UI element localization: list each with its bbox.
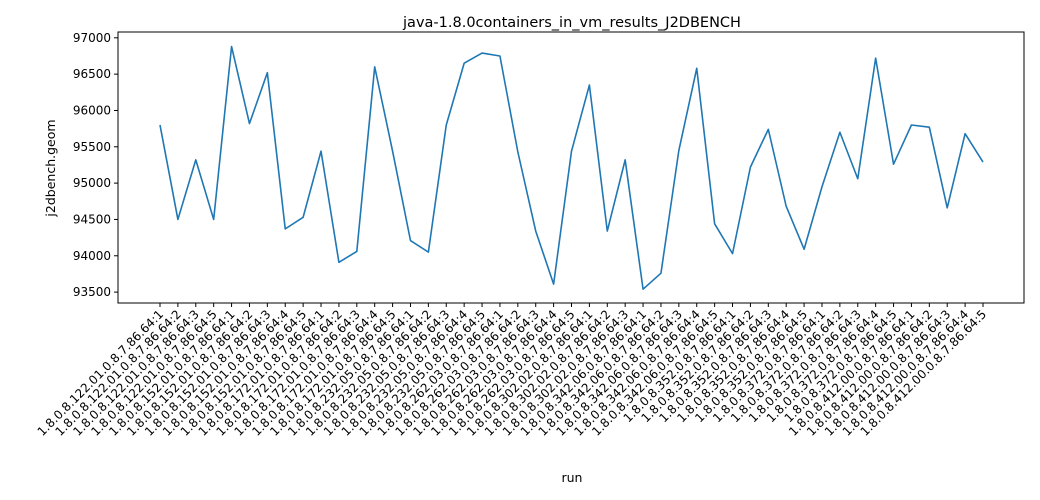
data-point xyxy=(678,149,680,151)
data-point xyxy=(749,166,751,168)
data-point xyxy=(964,133,966,135)
data-point xyxy=(302,216,304,218)
data-point xyxy=(785,205,787,207)
data-point xyxy=(499,55,501,57)
data-point xyxy=(731,252,733,254)
data-point xyxy=(266,71,268,73)
data-point xyxy=(928,126,930,128)
data-point xyxy=(874,57,876,59)
y-tick-label: 95500 xyxy=(73,140,111,154)
y-tick-label: 95000 xyxy=(73,176,111,190)
series-line xyxy=(159,45,984,291)
data-point xyxy=(767,128,769,130)
data-point xyxy=(660,272,662,274)
data-point xyxy=(857,178,859,180)
data-point xyxy=(552,283,554,285)
data-point xyxy=(839,131,841,133)
data-point xyxy=(195,159,197,161)
data-point xyxy=(517,151,519,153)
data-point xyxy=(642,288,644,290)
y-tick-label: 93500 xyxy=(73,285,111,299)
y-axis-label: j2dbench.geom xyxy=(43,119,58,217)
data-point xyxy=(427,251,429,253)
data-point xyxy=(373,66,375,68)
chart-title: java-1.8.0containers_in_vm_results_J2DBE… xyxy=(402,15,741,31)
data-point xyxy=(445,124,447,126)
data-point xyxy=(177,218,179,220)
y-tick-label: 96000 xyxy=(73,103,111,117)
x-axis-label: run xyxy=(562,470,583,485)
data-point xyxy=(606,230,608,232)
data-point xyxy=(159,124,161,126)
y-tick-label: 97000 xyxy=(73,31,111,45)
plot-frame xyxy=(117,31,1025,304)
data-point xyxy=(320,150,322,152)
data-point xyxy=(892,163,894,165)
data-point xyxy=(946,207,948,209)
data-point xyxy=(570,150,572,152)
data-point xyxy=(713,223,715,225)
y-tick-label: 96500 xyxy=(73,67,111,81)
data-point xyxy=(535,230,537,232)
y-tick-label: 94500 xyxy=(73,212,111,226)
data-point xyxy=(982,161,984,163)
data-point xyxy=(248,122,250,124)
data-point xyxy=(409,239,411,241)
y-tick-label: 94000 xyxy=(73,249,111,263)
data-point xyxy=(230,45,232,47)
data-point xyxy=(624,159,626,161)
data-point xyxy=(212,218,214,220)
y-axis: 93500 94000 94500 95000 95500 96000 96500 97000 xyxy=(73,31,118,299)
data-point xyxy=(481,52,483,54)
x-axis: 1.8.0.8.122.01.0.8.7.86.64:11.8.0.8.122.… xyxy=(35,303,989,439)
data-point xyxy=(910,124,912,126)
data-point xyxy=(463,62,465,64)
data-point xyxy=(696,67,698,69)
data-point xyxy=(803,248,805,250)
data-point xyxy=(338,261,340,263)
data-point xyxy=(284,228,286,230)
data-point xyxy=(391,150,393,152)
data-point xyxy=(821,186,823,188)
data-point xyxy=(356,250,358,252)
series-line-group xyxy=(159,45,984,291)
data-point xyxy=(588,84,590,86)
